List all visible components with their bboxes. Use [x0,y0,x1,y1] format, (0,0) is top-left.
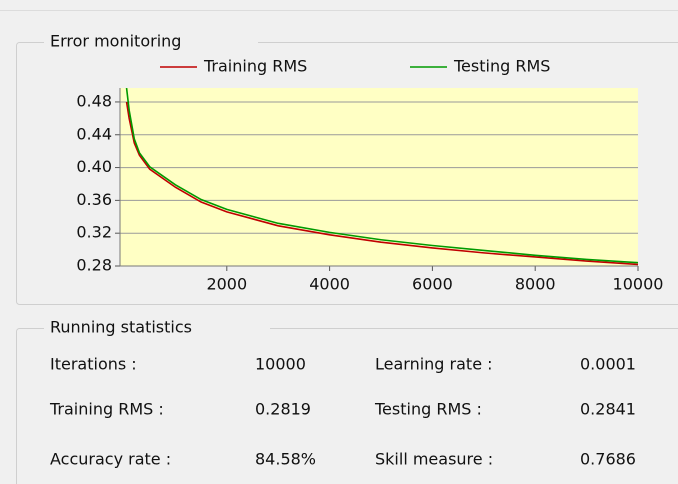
group-title: Running statistics [50,318,192,337]
stat-value: 0.2841 [580,400,636,419]
stat-value: 0.7686 [580,450,636,469]
y-tick-label: 0.36 [76,190,112,209]
stat-label: Training RMS : [49,400,164,419]
y-tick-label: 0.40 [76,157,112,176]
group-title-bg [44,32,258,52]
legend-label: Training RMS [203,57,307,76]
series-line [125,88,638,264]
x-tick-label: 4000 [309,275,350,294]
x-tick-label: 10000 [613,275,664,294]
x-tick-label: 8000 [515,275,556,294]
stat-value: 10000 [255,355,306,374]
stat-value: 84.58% [255,450,316,469]
y-tick-label: 0.28 [76,256,112,275]
stat-label: Skill measure : [375,450,493,469]
plot-area [120,88,638,266]
stat-label: Iterations : [50,355,137,374]
stat-label: Accuracy rate : [50,450,171,469]
y-tick-label: 0.48 [76,91,112,110]
stat-value: 0.0001 [580,355,636,374]
x-tick-label: 2000 [206,275,247,294]
legend-label: Testing RMS [453,57,550,76]
stat-label: Learning rate : [375,355,493,374]
stat-label: Testing RMS : [374,400,482,419]
y-tick-label: 0.32 [76,223,112,242]
group-box [16,42,678,305]
plot: 0.28 0.32 0.36 0.40 0.44 0.48 2000 4000 6000 8000… [76,88,663,294]
x-tick-label: 6000 [412,275,453,294]
stat-value: 0.2819 [255,400,311,419]
group-title: Error monitoring [50,32,181,51]
group-box [16,328,678,484]
series-line [125,101,638,266]
group-title-bg [44,318,270,338]
y-tick-label: 0.44 [76,124,112,143]
top-edge [0,10,678,11]
